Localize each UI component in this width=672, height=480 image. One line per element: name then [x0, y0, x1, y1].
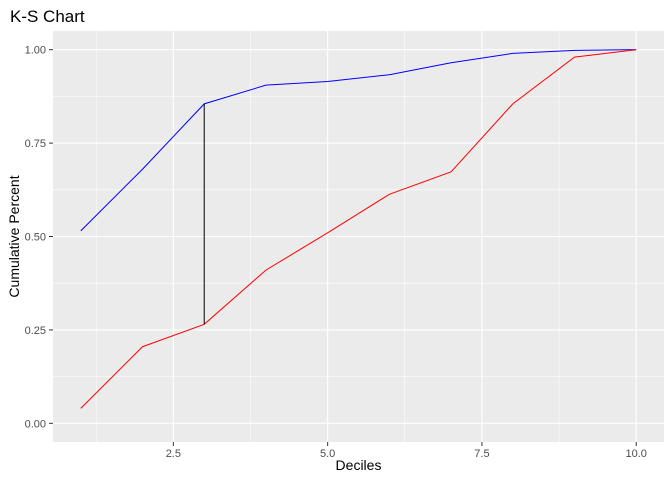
y-tick-label: 0.75: [25, 138, 46, 150]
chart-title: K-S Chart: [10, 7, 85, 26]
x-tick-label: 7.5: [474, 448, 489, 460]
x-tick-label: 2.5: [166, 448, 181, 460]
y-tick-label: 0.50: [25, 232, 46, 244]
x-tick-label: 10.0: [626, 448, 647, 460]
series-line-1: [80, 49, 637, 232]
y-tick-label: 1.00: [25, 45, 46, 57]
y-tick-label: 0.00: [25, 418, 46, 430]
x-axis: 2.5 5.0 7.5 10.0: [166, 442, 647, 460]
y-tick-label: 0.25: [25, 325, 46, 337]
series-line-2: [80, 49, 637, 409]
y-axis: 0.00 0.25 0.50 0.75 1.00: [25, 45, 53, 430]
y-axis-title: Cumulative Percent: [6, 175, 22, 297]
series-layer: [80, 49, 637, 409]
major-gridlines: [53, 31, 664, 442]
x-axis-title: Deciles: [336, 457, 382, 473]
x-tick-label: 5.0: [320, 448, 335, 460]
